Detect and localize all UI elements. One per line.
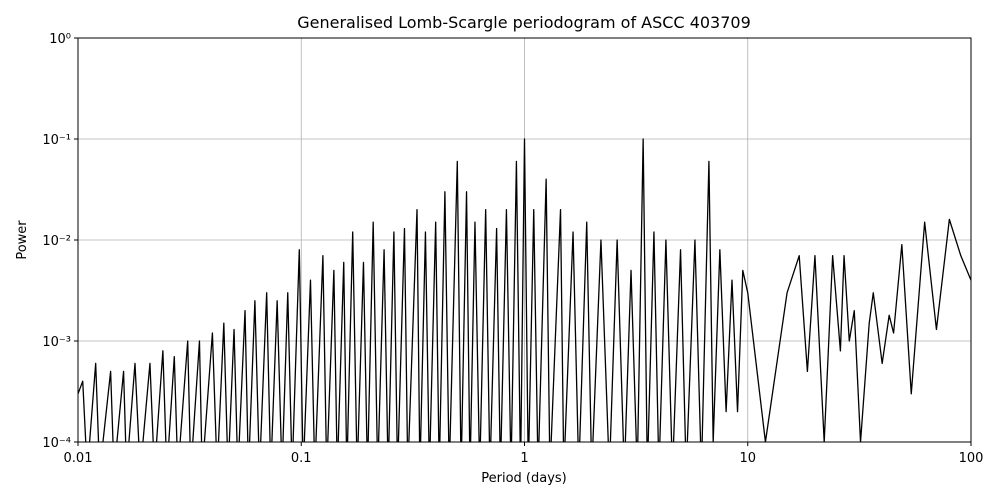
y-tick-label: 10⁻³ — [42, 335, 71, 350]
x-tick-label: 0.01 — [64, 451, 93, 466]
y-tick-label: 10⁰ — [49, 32, 71, 47]
y-axis-label: Power — [15, 220, 30, 260]
x-tick-label: 1 — [520, 451, 528, 466]
grid — [77, 37, 972, 443]
x-tick-label: 100 — [959, 451, 984, 466]
plot-area — [78, 138, 971, 442]
y-tick-label: 10⁻² — [42, 234, 71, 249]
x-axis-label: Period (days) — [481, 471, 567, 486]
chart-title: Generalised Lomb-Scargle periodogram of … — [297, 13, 751, 32]
y-tick-label: 10⁻⁴ — [42, 436, 71, 451]
series-line — [78, 138, 971, 442]
x-tick-label: 10 — [739, 451, 756, 466]
x-tick-label: 0.1 — [291, 451, 312, 466]
y-tick-label: 10⁻¹ — [42, 133, 71, 148]
axes: 0.01 0.1 1 10 100 10⁻⁴ 10⁻³ 10⁻² 10⁻¹ 10⁰ — [42, 32, 983, 466]
